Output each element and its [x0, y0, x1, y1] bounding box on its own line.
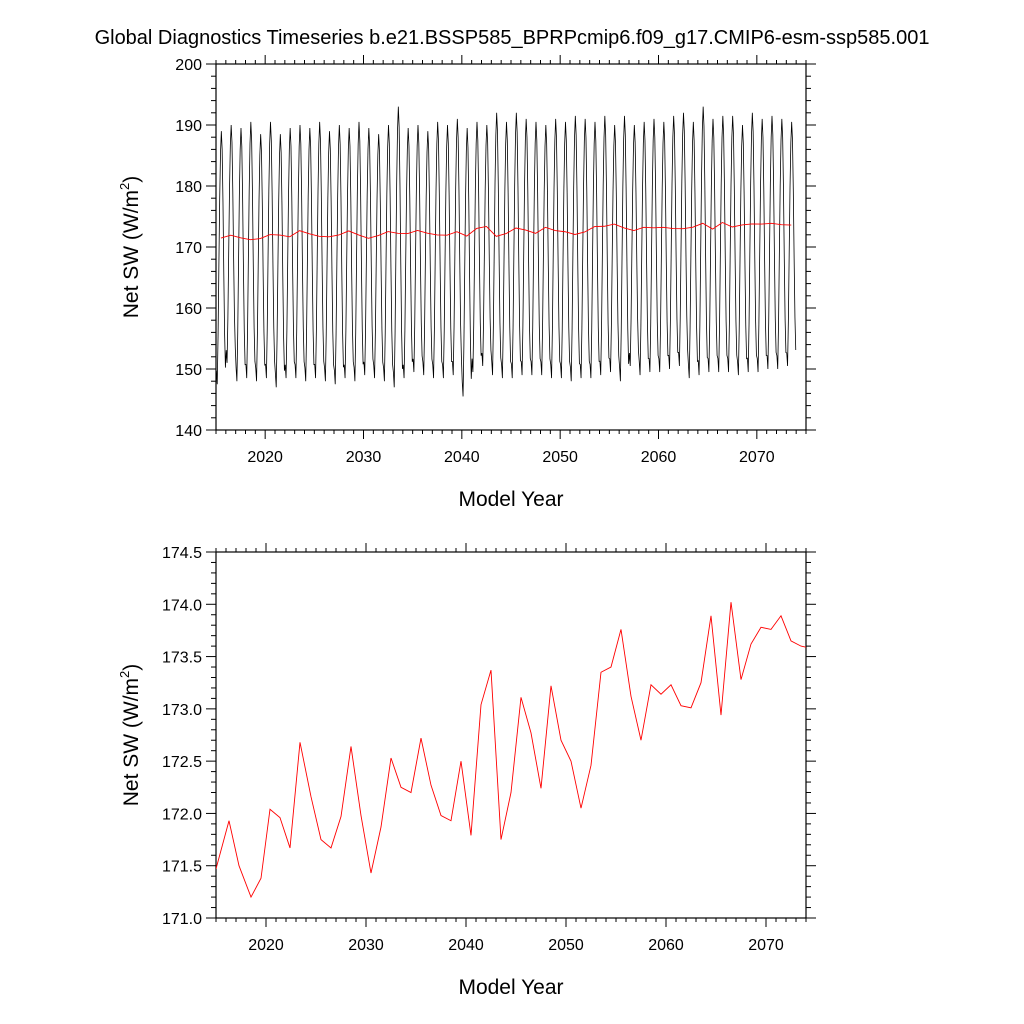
x-tick-label: 2030: [348, 937, 384, 954]
x-tick-label: 2040: [444, 449, 480, 466]
plot-frame: [215, 63, 807, 431]
y-tick-label: 160: [175, 301, 202, 318]
x-tick-label: 2020: [248, 937, 284, 954]
x-tick-label: 2070: [748, 937, 784, 954]
monthly-series-line: [216, 106, 797, 397]
y-tick-label: 173.5: [162, 650, 202, 667]
bottom-panel: 2020 2030 2040 2050 2060 2070 171.0 171.5 172.0 1…: [117, 543, 816, 999]
y-tick-label: 174.0: [162, 597, 202, 614]
y-tick-label: 150: [175, 362, 202, 379]
x-tick-label: 2030: [346, 449, 382, 466]
y-tick-label: 171.0: [162, 911, 202, 928]
figure-title: Global Diagnostics Timeseries b.e21.BSSP…: [94, 27, 930, 49]
x-axis-label: Model Year: [458, 976, 563, 999]
y-tick-label: 173.0: [162, 702, 202, 719]
y-tick-label: 172.0: [162, 806, 202, 823]
plot-frame: [215, 551, 807, 919]
y-tick-label: 174.5: [162, 545, 202, 562]
top-panel: 2020 2030 2040 2050 2060 2070 140 150 160 170 180 1…: [117, 55, 816, 511]
y-tick-label: 190: [175, 118, 202, 135]
x-tick-label: 2060: [641, 449, 677, 466]
x-tick-label: 2020: [247, 449, 283, 466]
y-tick-label: 200: [175, 57, 202, 74]
y-tick-label: 171.5: [162, 859, 202, 876]
y-axis-label: Net SW (W/m2): [117, 176, 143, 319]
x-tick-label: 2070: [739, 449, 775, 466]
x-tick-label: 2050: [542, 449, 578, 466]
y-axis-label: Net SW (W/m2): [117, 664, 143, 807]
y-tick-label: 180: [175, 179, 202, 196]
annual-mean-series-line: [216, 602, 806, 899]
x-tick-label: 2050: [548, 937, 584, 954]
y-tick-label: 172.5: [162, 754, 202, 771]
x-axis-label: Model Year: [458, 488, 563, 511]
x-tick-label: 2060: [648, 937, 684, 954]
x-tick-label: 2040: [448, 937, 484, 954]
y-tick-label: 140: [175, 423, 202, 440]
y-tick-label: 170: [175, 240, 202, 257]
annual-mean-series-line: [220, 221, 792, 241]
